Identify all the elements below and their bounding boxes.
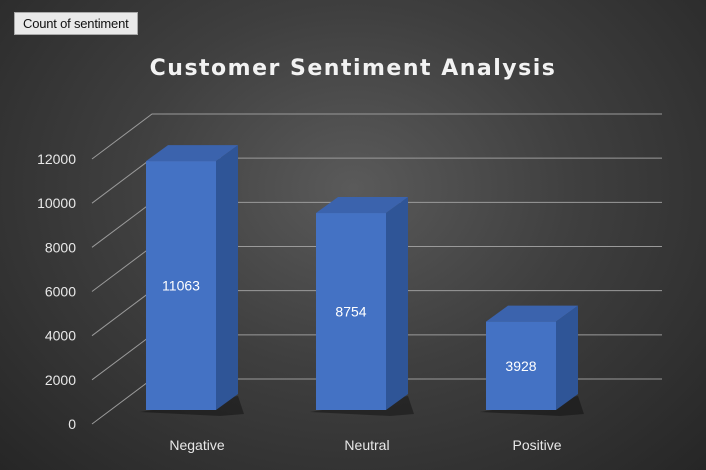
y-tick-label: 12000	[37, 151, 76, 167]
bar-negative	[146, 161, 216, 410]
bar-top-positive	[486, 305, 578, 322]
bar-side-negative	[216, 145, 238, 410]
bar-positive	[486, 321, 556, 410]
chart-title: Customer Sentiment Analysis	[149, 56, 557, 81]
count-of-sentiment-field-button[interactable]: Count of sentiment	[14, 12, 138, 35]
x-tick-label-negative: Negative	[169, 437, 224, 453]
y-tick-label: 2000	[45, 372, 76, 388]
data-label-neutral: 8754	[335, 304, 366, 320]
y-tick-label: 10000	[37, 195, 76, 211]
data-label-positive: 3928	[505, 358, 536, 374]
data-label-negative: 11063	[162, 278, 200, 294]
y-tick-label: 6000	[45, 284, 76, 300]
bar-neutral	[316, 213, 386, 410]
y-tick-label: 4000	[45, 328, 76, 344]
bar-side-positive	[556, 305, 578, 410]
bar-top-neutral	[316, 197, 408, 214]
gridline	[91, 113, 662, 160]
x-tick-label-positive: Positive	[512, 437, 561, 453]
bar-side-neutral	[386, 197, 408, 410]
bar-top-negative	[146, 145, 238, 162]
y-tick-label: 8000	[45, 239, 76, 255]
x-tick-label-neutral: Neutral	[344, 437, 389, 453]
y-tick-label: 0	[68, 416, 76, 432]
